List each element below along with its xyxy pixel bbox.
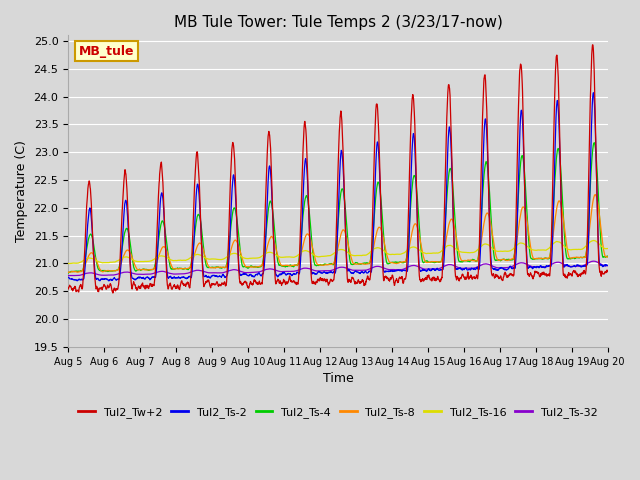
Text: MB_tule: MB_tule bbox=[79, 45, 134, 58]
Y-axis label: Temperature (C): Temperature (C) bbox=[15, 140, 28, 242]
Legend: Tul2_Tw+2, Tul2_Ts-2, Tul2_Ts-4, Tul2_Ts-8, Tul2_Ts-16, Tul2_Ts-32: Tul2_Tw+2, Tul2_Ts-2, Tul2_Ts-4, Tul2_Ts… bbox=[74, 402, 602, 422]
Title: MB Tule Tower: Tule Temps 2 (3/23/17-now): MB Tule Tower: Tule Temps 2 (3/23/17-now… bbox=[173, 15, 502, 30]
X-axis label: Time: Time bbox=[323, 372, 353, 385]
